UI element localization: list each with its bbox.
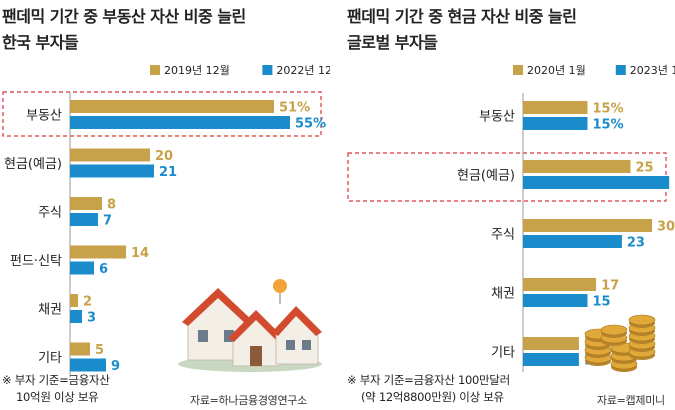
category-label: 채권 bbox=[491, 287, 515, 302]
data-label: 20 bbox=[155, 149, 173, 164]
data-label: 5 bbox=[95, 343, 104, 358]
data-label: 15% bbox=[593, 102, 624, 117]
data-label: 2 bbox=[83, 295, 92, 310]
window bbox=[224, 330, 234, 342]
data-label: 9 bbox=[111, 359, 120, 374]
chart-panel-korea: 팬데믹 기간 중 부동산 자산 비중 늘린 한국 부자들 2019년 12월 20… bbox=[0, 0, 330, 410]
data-label: 7 bbox=[103, 214, 112, 229]
house-roof bbox=[228, 310, 284, 342]
criteria-note: ※ 부자 기준=금융자산 100만달러 (약 12억8800만원) 이상 보유 bbox=[347, 372, 510, 406]
category-label: 주식 bbox=[491, 228, 515, 243]
chart-title: 팬데믹 기간 중 부동산 자산 비중 늘린 한국 부자들 bbox=[2, 4, 246, 56]
note-line-1: ※ 부자 기준=금융자산 bbox=[2, 373, 110, 387]
data-label: 17 bbox=[601, 279, 619, 294]
window bbox=[302, 340, 311, 350]
data-label: 3 bbox=[87, 311, 96, 326]
bar bbox=[523, 176, 670, 189]
chart-panel-global: 팬데믹 기간 중 현금 자산 비중 늘린 글로벌 부자들 2020년 1월 202… bbox=[345, 0, 675, 410]
data-label: 23 bbox=[627, 236, 645, 251]
data-label: 6 bbox=[99, 262, 108, 277]
data-label: 21 bbox=[159, 165, 177, 180]
bar bbox=[70, 342, 90, 356]
bar bbox=[523, 337, 579, 350]
legend-label: 2022년 12월 bbox=[276, 64, 330, 77]
legend-swatch bbox=[615, 65, 626, 75]
bar bbox=[523, 101, 588, 114]
door bbox=[250, 346, 262, 366]
bar bbox=[523, 219, 652, 232]
title-line-2: 한국 부자들 bbox=[2, 33, 79, 52]
legend-label: 2019년 12월 bbox=[164, 64, 230, 77]
bar bbox=[523, 160, 631, 173]
bar bbox=[70, 358, 106, 372]
category-label: 채권 bbox=[38, 303, 62, 318]
title-line-1: 팬데믹 기간 중 부동산 자산 비중 늘린 bbox=[2, 7, 246, 26]
category-label: 부동산 bbox=[26, 109, 62, 124]
chart-title: 팬데믹 기간 중 현금 자산 비중 늘린 글로벌 부자들 bbox=[347, 4, 577, 56]
bar bbox=[70, 310, 82, 323]
window bbox=[286, 340, 295, 350]
note-line-1: ※ 부자 기준=금융자산 100만달러 bbox=[347, 373, 510, 387]
note-line-2: 10억원 이상 보유 bbox=[16, 390, 99, 404]
data-label: 13 bbox=[584, 354, 602, 369]
bar bbox=[523, 117, 588, 130]
bar bbox=[70, 261, 94, 275]
highlight-box bbox=[2, 91, 322, 137]
window bbox=[198, 330, 208, 342]
data-label: 13 bbox=[584, 338, 602, 353]
legend-label: 2020년 1월 bbox=[527, 64, 586, 77]
bar bbox=[70, 100, 274, 113]
sun-balloon bbox=[273, 279, 287, 293]
data-label: 25 bbox=[636, 161, 654, 176]
category-label: 부동산 bbox=[479, 110, 515, 125]
category-label: 현금(예금) bbox=[457, 169, 515, 184]
data-label: 8 bbox=[107, 198, 116, 213]
category-label: 펀드·신탁 bbox=[10, 254, 62, 269]
note-line-2: (약 12억8800만원) 이상 보유 bbox=[361, 390, 504, 404]
bar bbox=[70, 213, 98, 226]
title-line-1: 팬데믹 기간 중 현금 자산 비중 늘린 bbox=[347, 7, 577, 26]
legend-swatch bbox=[262, 65, 273, 75]
bar bbox=[70, 116, 290, 129]
category-label: 기타 bbox=[38, 351, 62, 366]
bar bbox=[523, 353, 579, 366]
category-label: 기타 bbox=[491, 346, 515, 361]
bar bbox=[70, 148, 150, 162]
source-note: 자료=캡제미니 bbox=[597, 394, 665, 407]
legend-swatch bbox=[150, 65, 160, 75]
source-note: 자료=하나금융경영연구소 bbox=[190, 394, 307, 407]
bar bbox=[70, 294, 78, 307]
category-label: 현금(예금) bbox=[4, 157, 62, 172]
house-roof bbox=[272, 306, 322, 336]
legend-swatch bbox=[513, 65, 523, 75]
bar bbox=[523, 278, 597, 291]
data-label: 15 bbox=[593, 295, 611, 310]
bar bbox=[523, 235, 622, 248]
data-label: 30 bbox=[657, 220, 675, 235]
bar bbox=[70, 245, 126, 259]
category-label: 주식 bbox=[38, 206, 62, 221]
data-label: 51% bbox=[279, 101, 310, 116]
data-label: 14 bbox=[131, 246, 149, 261]
data-label: 15% bbox=[593, 118, 624, 133]
bar bbox=[523, 294, 588, 307]
title-line-2: 글로벌 부자들 bbox=[347, 33, 438, 52]
data-label: 55% bbox=[295, 117, 326, 132]
legend-label: 2023년 1월 bbox=[630, 64, 675, 77]
criteria-note: ※ 부자 기준=금융자산 10억원 이상 보유 bbox=[2, 372, 110, 406]
bar bbox=[70, 164, 154, 178]
bar bbox=[70, 197, 102, 210]
highlight-box bbox=[347, 152, 667, 202]
house-wall bbox=[275, 311, 319, 365]
houses-illustration bbox=[178, 279, 322, 372]
